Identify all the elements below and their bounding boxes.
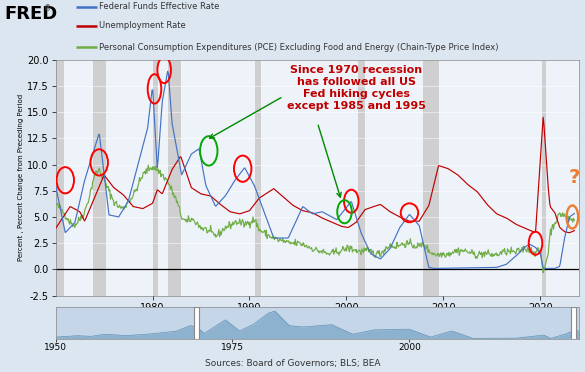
Bar [168, 60, 181, 296]
Bar [255, 60, 261, 296]
Text: ®: ® [44, 4, 51, 14]
Text: Since 1970 recession
has followed all US
Fed hiking cycles
except 1985 and 1995: Since 1970 recession has followed all US… [287, 65, 425, 111]
Text: Sources: Board of Governors; BLS; BEA: Sources: Board of Governors; BLS; BEA [205, 359, 380, 368]
Text: Personal Consumption Expenditures (PCE) Excluding Food and Energy (Chain-Type Pr: Personal Consumption Expenditures (PCE) … [99, 43, 499, 52]
Bar [358, 60, 365, 296]
Text: Unemployment Rate: Unemployment Rate [99, 22, 186, 31]
Bar [542, 60, 546, 296]
Y-axis label: Percent , Percent Change from Preceding Period: Percent , Percent Change from Preceding … [18, 94, 24, 261]
Bar [94, 60, 106, 296]
Bar [194, 307, 199, 339]
Bar [153, 60, 159, 296]
Bar [54, 60, 64, 296]
Text: ?: ? [569, 168, 580, 187]
Text: Federal Funds Effective Rate: Federal Funds Effective Rate [99, 3, 220, 12]
Bar [570, 307, 576, 339]
Text: FRED: FRED [5, 4, 58, 23]
Bar [423, 60, 439, 296]
